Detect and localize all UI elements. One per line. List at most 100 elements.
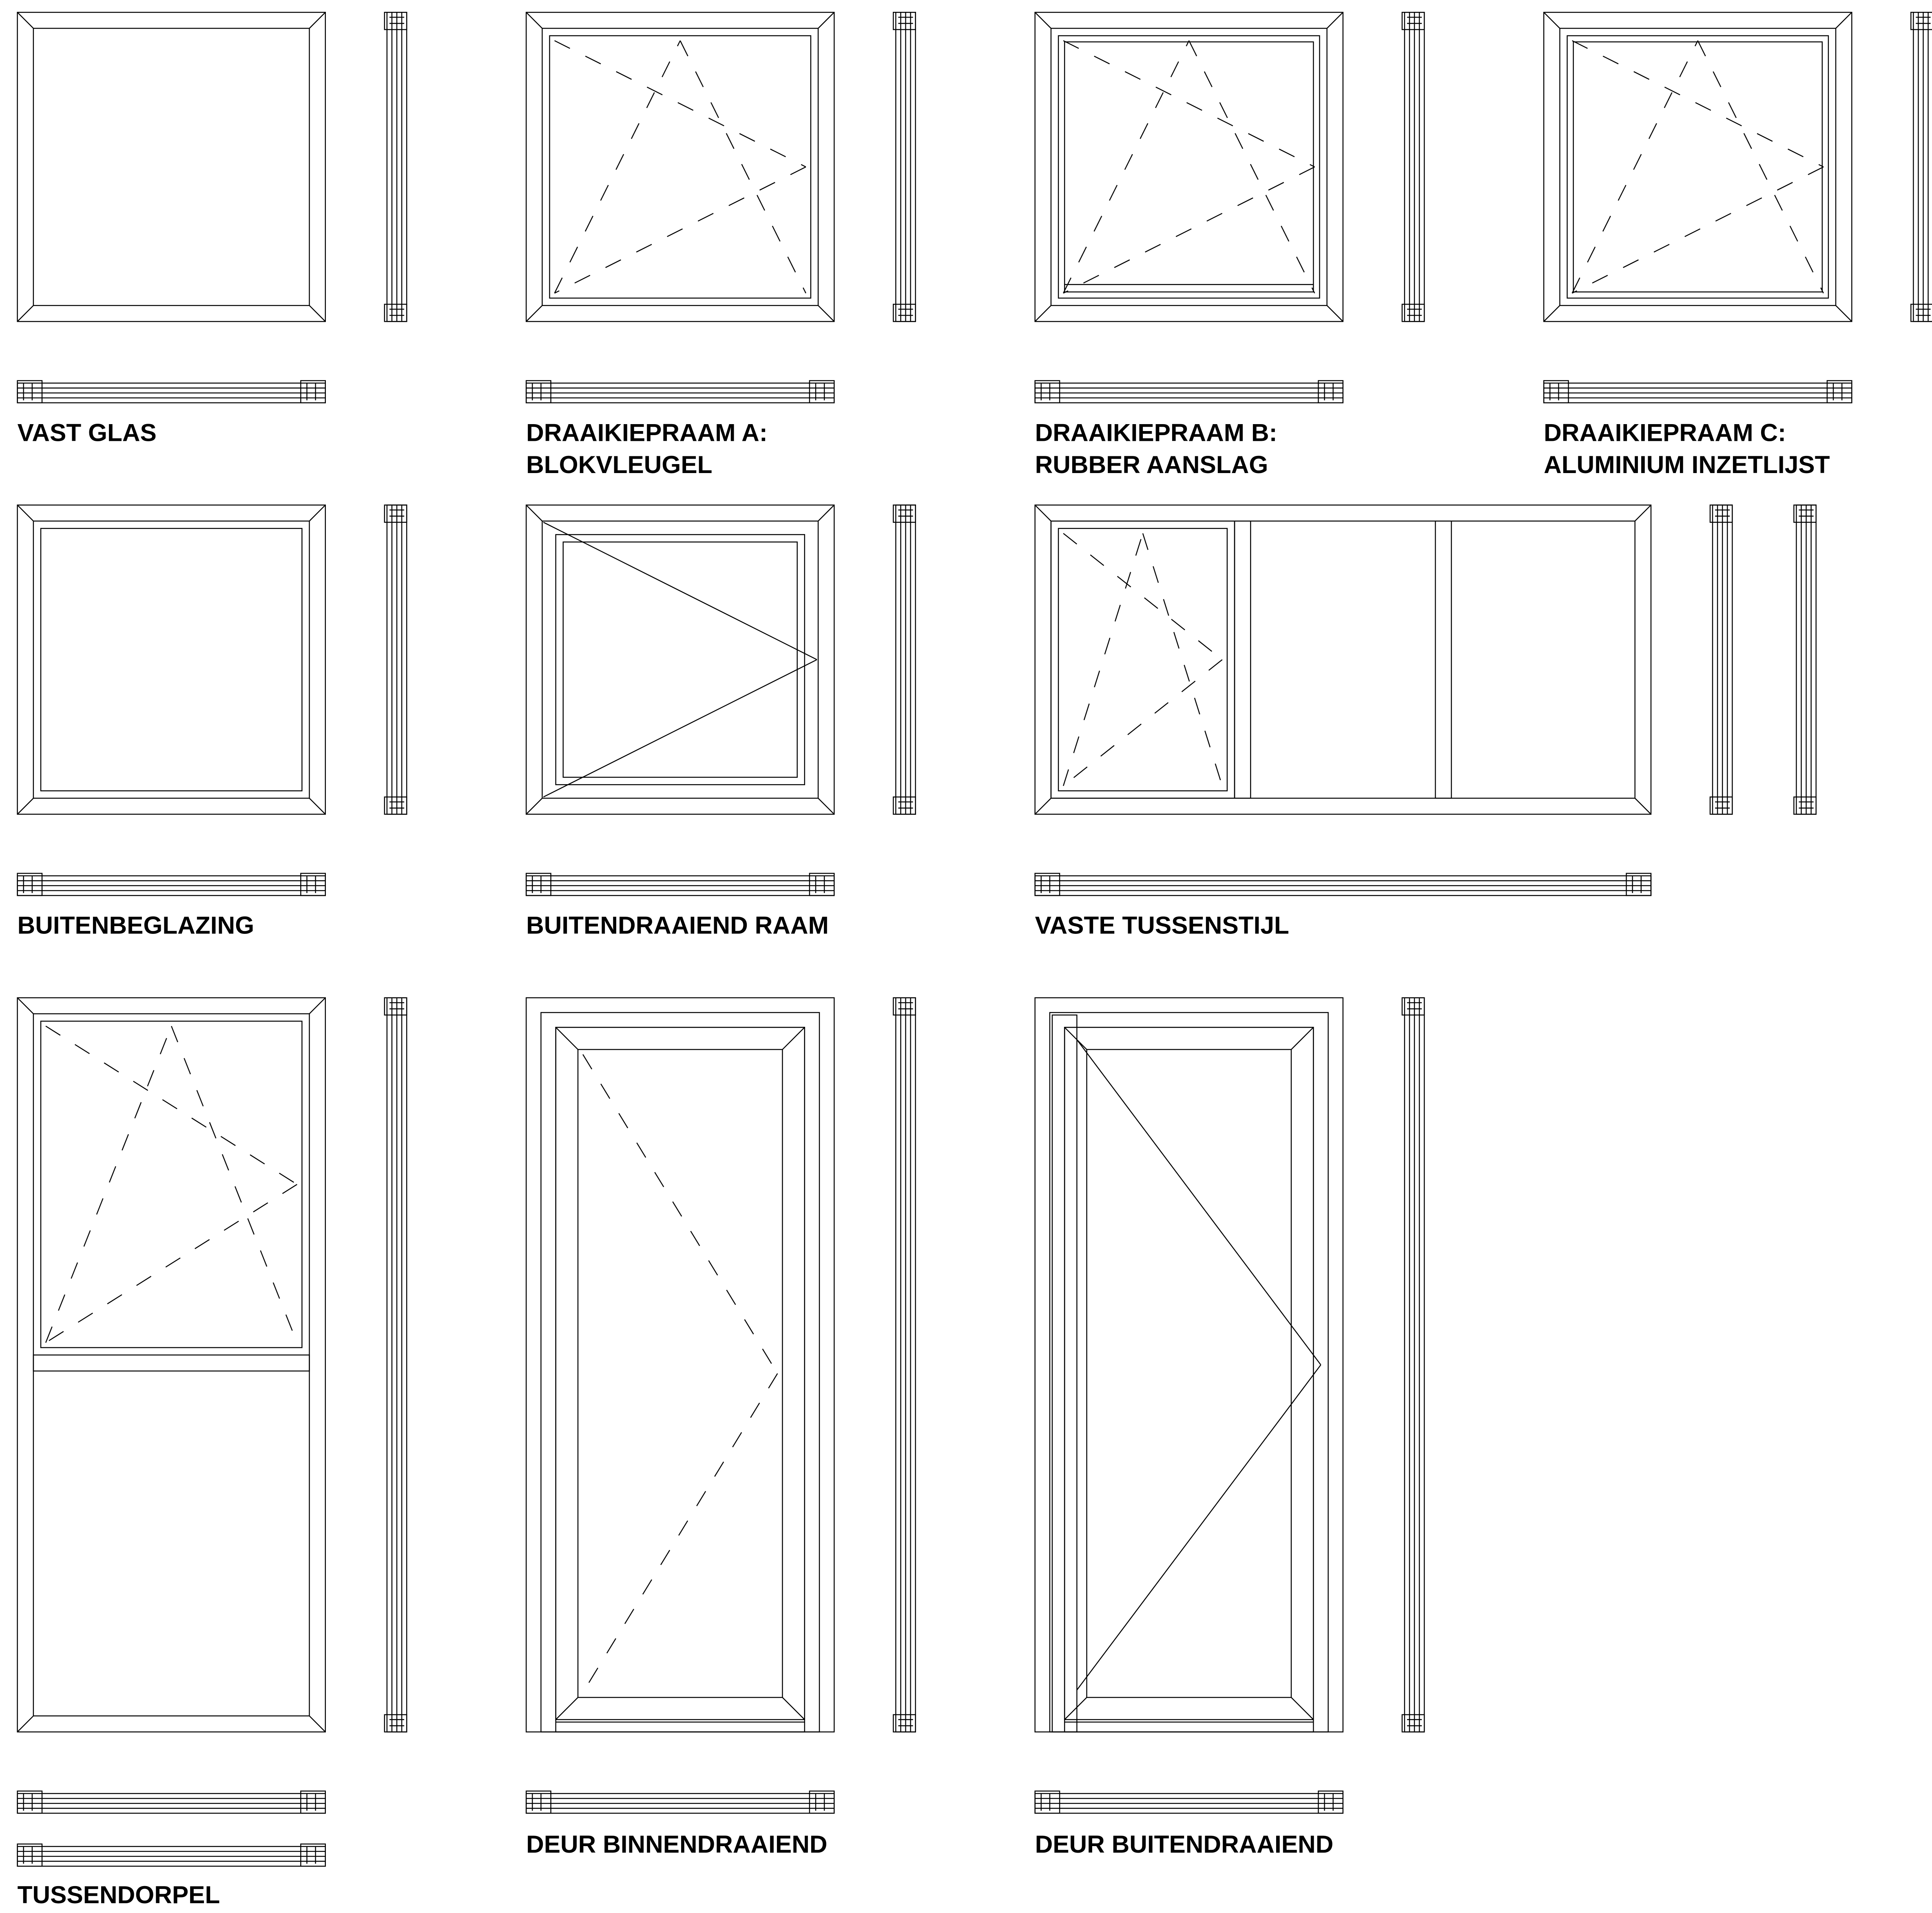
door-frame-outer (525, 997, 835, 1733)
profile-detail (1709, 796, 1733, 815)
swing-line (554, 40, 806, 168)
line (1034, 12, 1051, 29)
swing-line (1063, 40, 1315, 168)
door-leaf (1064, 1026, 1314, 1733)
profile-detail (300, 873, 326, 896)
swing-line (1188, 40, 1315, 294)
profile-detail (384, 303, 407, 322)
profile-detail (1401, 11, 1425, 30)
frame-outer (17, 11, 326, 322)
profile-detail (17, 1843, 43, 1867)
sash-inner (1573, 41, 1823, 293)
item-label: TUSSENDORPEL (18, 1881, 220, 1909)
profile-detail (384, 504, 407, 523)
door-frame-outer (1034, 997, 1344, 1733)
profile-detail (893, 1714, 916, 1733)
sash-inner (1058, 528, 1228, 792)
swing-line (582, 1054, 778, 1374)
frame-outer (1034, 504, 1652, 815)
frame-outer (1064, 1026, 1314, 1720)
profile-detail (893, 997, 916, 1016)
line (1291, 1697, 1314, 1720)
frame-outer (17, 997, 326, 1733)
frame-inner (542, 520, 819, 799)
item-label: BUITENBEGLAZING (18, 911, 255, 939)
glass-bead (40, 528, 303, 792)
line (17, 798, 34, 815)
line (1835, 305, 1852, 322)
frame-outer (525, 504, 835, 815)
line (1543, 12, 1560, 29)
line (1076, 1039, 1321, 1365)
line (17, 1715, 34, 1732)
profile-detail (17, 873, 43, 896)
line (555, 1027, 578, 1050)
profile-detail (1034, 380, 1060, 403)
profile-detail (809, 873, 835, 896)
profile-detail (525, 873, 551, 896)
line (1835, 12, 1852, 29)
profile-detail (1034, 1790, 1060, 1814)
sash (549, 35, 812, 299)
profile-detail (1626, 873, 1652, 896)
profile-detail (893, 11, 916, 30)
line (526, 12, 543, 29)
line (818, 12, 835, 29)
line (1291, 1027, 1314, 1050)
item-label: ALUMINIUM INZETLIJST (1544, 451, 1830, 478)
swing-line (1572, 166, 1824, 294)
frame-outer (525, 11, 835, 322)
swing-line (45, 1184, 297, 1343)
item-label: BUITENDRAAIEND RAAM (526, 911, 829, 939)
profile-detail (809, 1790, 835, 1814)
profile-detail (300, 380, 326, 403)
line (17, 504, 34, 522)
line (309, 305, 326, 322)
frame-inner (1086, 1049, 1292, 1698)
frame-inner (1050, 28, 1328, 306)
frame-inner (577, 1049, 783, 1698)
profile-detail (1034, 873, 1060, 896)
swing-line (1142, 533, 1223, 786)
sash (1567, 35, 1829, 299)
item-label: DRAAIKIEPRAAM B: (1035, 418, 1277, 446)
profile-detail (525, 380, 551, 403)
profile-detail (1318, 380, 1344, 403)
door-frame-inner (540, 1012, 820, 1733)
sash (40, 1020, 303, 1348)
item-label: VAST GLAS (18, 418, 157, 446)
frame-inner (33, 28, 310, 306)
profile-detail (893, 796, 916, 815)
line (309, 1715, 326, 1732)
item-label: RUBBER AANSLAG (1035, 451, 1268, 478)
item-label: DRAAIKIEPRAAM A: (526, 418, 768, 446)
line (17, 12, 34, 29)
profile-detail (1910, 11, 1932, 30)
profile-detail (17, 380, 43, 403)
item-label: VASTE TUSSENSTIJL (1035, 911, 1289, 939)
profile-detail (1793, 796, 1817, 815)
profile-detail (1543, 380, 1569, 403)
profile-detail (525, 1790, 551, 1814)
line (1076, 1365, 1321, 1690)
line (309, 12, 326, 29)
frame-outer (17, 504, 326, 815)
line (1034, 798, 1051, 815)
line (526, 504, 543, 522)
sash-inner (1064, 41, 1314, 293)
line (1634, 798, 1651, 815)
door-frame-inner (1049, 1012, 1329, 1733)
sash (555, 534, 806, 785)
frame-inner (33, 520, 310, 799)
swing-line (554, 166, 806, 294)
swing-line (171, 1026, 298, 1343)
line (1326, 305, 1343, 322)
profile-detail (1709, 504, 1733, 523)
swing-line (1063, 166, 1315, 294)
frame-outer (1034, 11, 1344, 322)
profile-detail (1793, 504, 1817, 523)
frame-inner (1559, 28, 1837, 306)
door-leaf (555, 1026, 806, 1733)
frame-inner (542, 28, 819, 306)
profile-detail (893, 504, 916, 523)
